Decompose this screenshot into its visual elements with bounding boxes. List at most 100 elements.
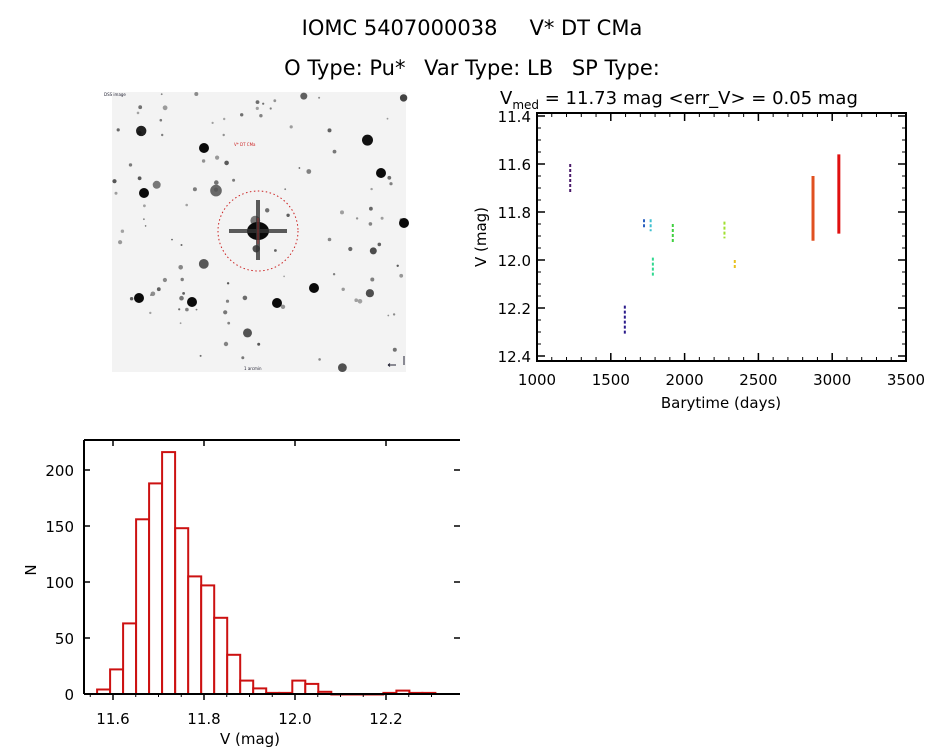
field-star: [198, 259, 209, 269]
field-star: [355, 217, 359, 220]
field-star: [136, 111, 140, 115]
histogram-bar: [239, 679, 255, 695]
histogram-bar: [109, 668, 125, 696]
histogram-bar: [226, 653, 242, 695]
histogram-bar: [213, 616, 229, 695]
field-stars: [112, 92, 409, 372]
histogram-bar: [317, 690, 333, 695]
field-star: [289, 125, 293, 129]
field-star: [300, 92, 308, 100]
field-star: [192, 187, 197, 192]
x-tick-label: 12.0: [278, 710, 311, 728]
field-star: [156, 287, 161, 292]
field-star: [149, 311, 152, 315]
field-star: [114, 191, 118, 195]
field-star: [332, 273, 336, 276]
field-star: [392, 313, 396, 316]
histogram-bar: [330, 693, 346, 696]
bright-star: [199, 143, 209, 153]
field-star: [257, 342, 261, 346]
histogram-bar: [200, 584, 216, 696]
field-star: [327, 128, 332, 133]
finding-chart-image: DSS image V* DT CMa 1 arcmin: [104, 92, 409, 372]
field-star: [178, 265, 183, 270]
bright-star: [187, 297, 197, 307]
field-star: [327, 237, 332, 242]
object-id: IOMC 5407000038: [301, 16, 498, 40]
field-star: [179, 295, 184, 301]
histogram-bar: [174, 527, 190, 696]
field-star: [182, 292, 185, 295]
field-star: [368, 222, 373, 226]
x-tick-label: 12.2: [369, 710, 402, 728]
histogram-bar: [408, 691, 424, 696]
field-star: [128, 163, 133, 167]
histogram-chart: 11.6 11.8 12.0 12.2 0 50 100 150 200 V (mag) N: [22, 439, 460, 747]
histogram-bar: [421, 691, 437, 696]
field-star: [284, 188, 287, 191]
bright-star: [139, 188, 149, 198]
field-star: [240, 113, 244, 117]
field-star: [214, 180, 219, 185]
field-star: [370, 277, 375, 282]
field-star: [357, 299, 363, 304]
field-star: [318, 358, 321, 361]
field-star: [137, 176, 142, 181]
field-star: [161, 133, 164, 137]
o-type: O Type: Pu*: [284, 56, 406, 80]
field-star: [389, 182, 393, 186]
light-curve-ylabel: V (mag): [472, 207, 490, 267]
field-star: [387, 314, 390, 317]
field-star: [226, 282, 230, 285]
field-star: [180, 277, 184, 282]
field-star: [387, 175, 392, 180]
histogram-bar: [161, 451, 177, 695]
field-star: [223, 117, 226, 121]
field-star: [341, 287, 345, 291]
field-star: [283, 275, 285, 278]
finding-chart-target-label: V* DT CMa: [234, 142, 256, 147]
target-circle: [217, 190, 299, 272]
field-star: [152, 180, 161, 189]
field-star: [380, 216, 384, 220]
histogram-bars: [96, 451, 437, 696]
field-star: [259, 114, 263, 118]
field-star: [298, 167, 301, 169]
histogram-bar: [122, 622, 138, 696]
field-star: [138, 105, 143, 110]
field-star: [213, 187, 219, 192]
field-star: [370, 187, 373, 191]
field-star: [118, 240, 123, 245]
field-star: [215, 155, 220, 160]
field-star: [242, 295, 248, 301]
field-star: [340, 210, 344, 215]
histogram-bar: [187, 575, 203, 696]
bright-star: [134, 293, 144, 303]
field-star: [399, 273, 404, 278]
field-star: [199, 354, 202, 357]
field-star: [195, 308, 198, 311]
finding-chart-scale-label: 1 arcmin: [244, 366, 262, 371]
field-star: [144, 225, 147, 227]
object-title: IOMC 5407000038 V* DT CMa: [0, 16, 944, 40]
histogram-bar: [356, 693, 372, 696]
y-tick-label: 11.4: [498, 108, 531, 126]
light-curve-chart: Vmed = 11.73 mag <err_V> = 0.05 mag 1000…: [472, 88, 925, 412]
histogram-bar: [369, 693, 385, 696]
light-curve-points: [569, 154, 841, 335]
y-tick-label: 0: [64, 686, 74, 704]
histogram-ylabel: N: [22, 564, 40, 575]
y-tick-label: 150: [45, 518, 74, 536]
field-star: [178, 308, 181, 311]
var-type: Var Type: LB: [424, 56, 554, 80]
field-star: [159, 118, 163, 122]
field-star: [211, 121, 214, 124]
field-star: [243, 328, 252, 338]
field-star: [306, 169, 312, 174]
histogram-bar: [304, 682, 320, 696]
histogram-bar: [96, 688, 112, 695]
object-name: V* DT CMa: [529, 16, 643, 40]
field-star: [348, 246, 353, 252]
field-star: [265, 208, 270, 213]
field-star: [129, 297, 134, 301]
